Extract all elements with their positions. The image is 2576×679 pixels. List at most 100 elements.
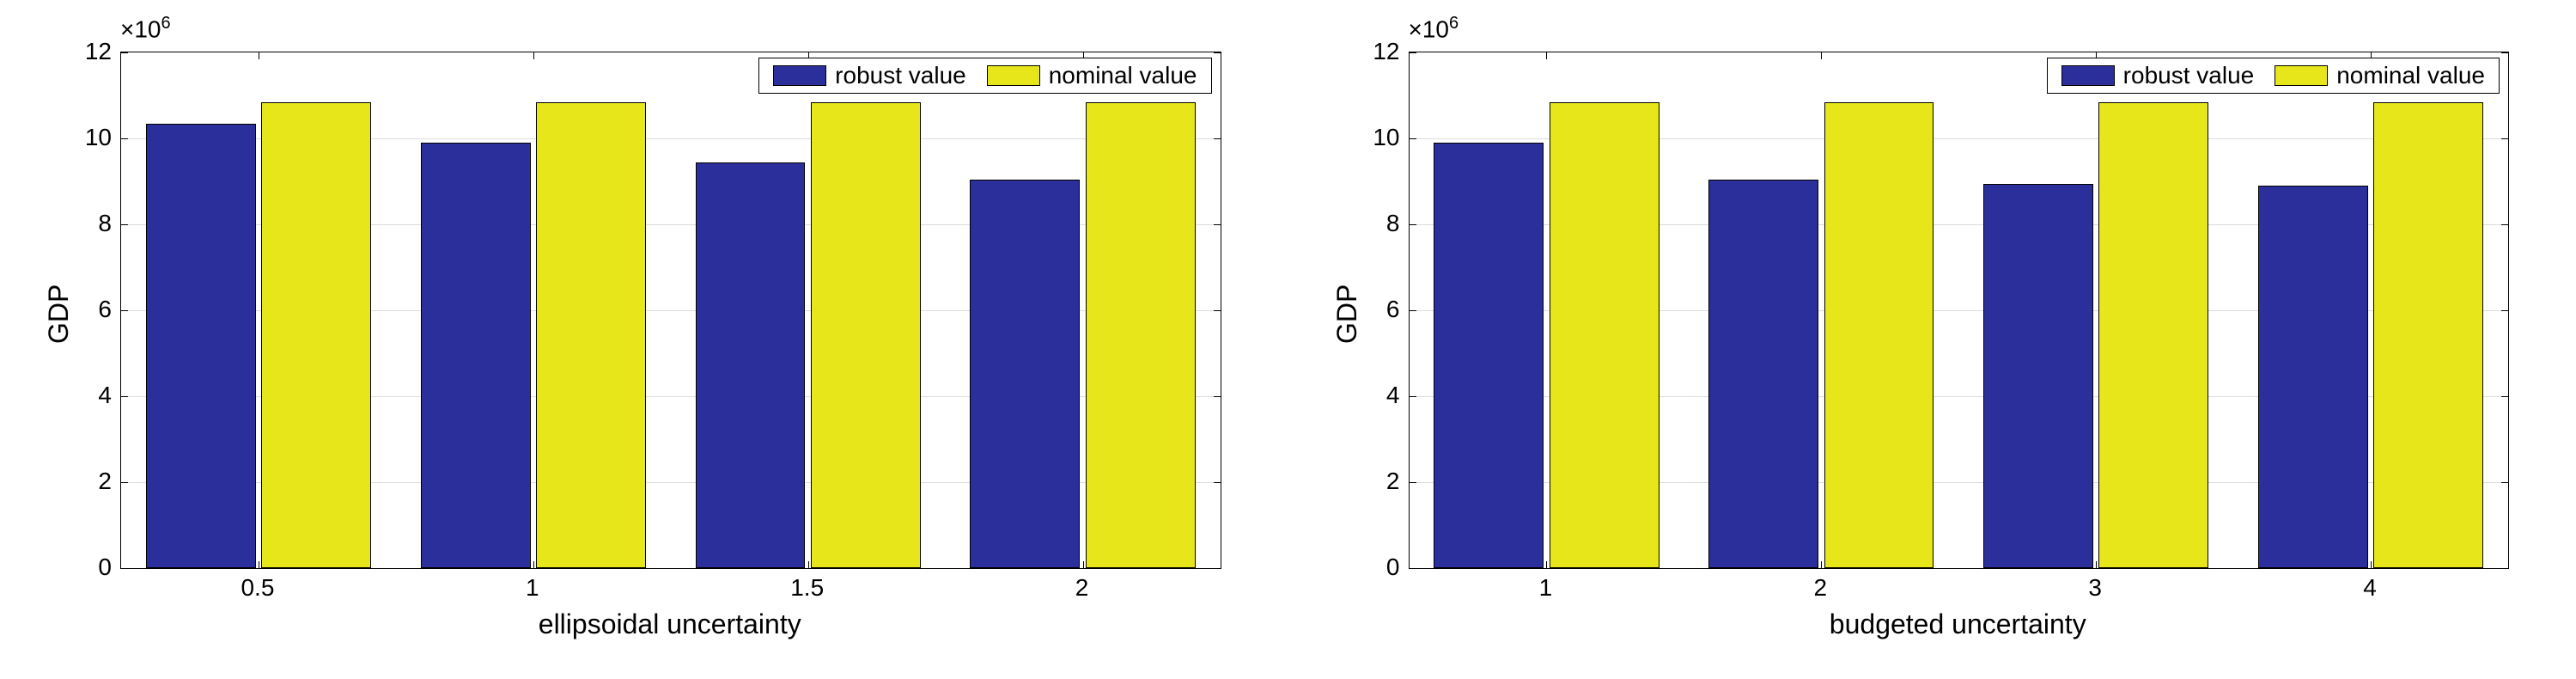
bar [146,124,256,569]
ytick-mark [121,224,128,225]
y-exponent: ×106 [1409,14,1459,43]
ytick-mark [1214,138,1221,139]
exp-power: 6 [1449,14,1459,33]
bar [1983,184,2093,569]
ytick-mark [121,568,128,569]
ytick-label: 12 [1357,38,1400,65]
bar [1824,102,1934,569]
legend-swatch [2275,65,2328,86]
xtick-mark [2371,561,2372,568]
bar [1550,102,1659,569]
bar [536,102,646,569]
ytick-mark [2501,396,2508,397]
legend-item: robust value [773,62,966,89]
ytick-label: 6 [1357,296,1400,323]
figure: robust valuenominal value024681012×106GD… [0,0,2576,679]
ytick-label: 8 [69,210,112,237]
ytick-mark [2501,482,2508,483]
xtick-mark [1821,52,1822,59]
ytick-mark [2501,52,2508,53]
y-axis-label: GDP [43,284,75,344]
plot-area: robust value nominal value [1409,52,2510,569]
ytick-label: 2 [69,468,112,495]
exp-prefix: ×10 [120,15,161,42]
legend-item: nominal value [2275,62,2485,89]
exp-power: 6 [161,14,171,33]
ytick-mark [1410,52,1416,53]
ytick-label: 2 [1357,468,1400,495]
legend-item: robust value [2061,62,2255,89]
ytick-mark [1214,310,1221,311]
ytick-mark [121,138,128,139]
ytick-mark [121,396,128,397]
xtick-mark [1083,561,1084,568]
legend-item: nominal value [987,62,1197,89]
ytick-mark [1410,310,1416,311]
exp-prefix: ×10 [1409,15,1450,42]
ytick-label: 8 [1357,210,1400,237]
xtick-mark [1546,561,1547,568]
panel-1: robust valuenominal value024681012×106GD… [1288,0,2576,679]
x-axis-label: budgeted uncertainty [1409,609,2508,640]
ytick-label: 0 [69,554,112,581]
xtick-mark [808,561,809,568]
ytick-label: 6 [69,296,112,323]
bar [811,102,921,569]
ytick-mark [1410,396,1416,397]
bar [261,102,371,569]
ytick-label: 10 [1357,124,1400,151]
ytick-mark [121,310,128,311]
bar [1708,180,1818,569]
xtick-mark [2096,561,2097,568]
legend-label: nominal value [1049,62,1197,89]
bar [1434,143,1544,568]
ytick-label: 0 [1357,554,1400,581]
legend-swatch [773,65,826,86]
x-axis-label: ellipsoidal uncertainty [120,609,1220,640]
ytick-label: 4 [1357,382,1400,409]
ytick-mark [1214,224,1221,225]
ytick-mark [1410,138,1416,139]
panel-0: robust valuenominal value024681012×106GD… [0,0,1288,679]
ytick-label: 12 [69,38,112,65]
xtick-label: 1 [1494,574,1597,602]
bar [970,180,1080,569]
legend: robust value nominal value [2047,58,2500,94]
plot-area: robust value nominal value [120,52,1221,569]
xtick-label: 0.5 [206,574,309,602]
xtick-label: 1.5 [756,574,859,602]
xtick-mark [1546,52,1547,59]
xtick-label: 1 [481,574,584,602]
ytick-mark [1214,568,1221,569]
ytick-mark [2501,310,2508,311]
legend-label: robust value [835,62,966,89]
ytick-mark [121,482,128,483]
legend-label: robust value [2123,62,2255,89]
xtick-mark [533,561,534,568]
y-exponent: ×106 [120,14,171,43]
xtick-mark [533,52,534,59]
ytick-label: 10 [69,124,112,151]
ytick-label: 4 [69,382,112,409]
ytick-mark [2501,138,2508,139]
legend-label: nominal value [2336,62,2485,89]
ytick-mark [1410,482,1416,483]
bar [696,162,806,569]
xtick-mark [1821,561,1822,568]
xtick-label: 2 [1031,574,1134,602]
legend-swatch [2061,65,2115,86]
ytick-mark [1214,482,1221,483]
bar [421,143,531,568]
xtick-label: 3 [2043,574,2147,602]
ytick-mark [2501,568,2508,569]
ytick-mark [2501,224,2508,225]
bar [1086,102,1196,569]
y-axis-label: GDP [1331,284,1363,344]
ytick-mark [1214,396,1221,397]
ytick-mark [1410,568,1416,569]
ytick-mark [121,52,128,53]
ytick-mark [1410,224,1416,225]
legend: robust value nominal value [758,58,1211,94]
bar [2373,102,2483,569]
bar [2098,102,2208,569]
